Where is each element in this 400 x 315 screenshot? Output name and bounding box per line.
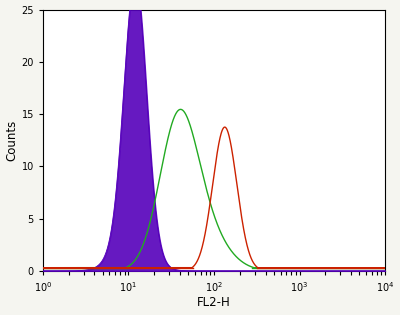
- X-axis label: FL2-H: FL2-H: [197, 296, 231, 309]
- Y-axis label: Counts: Counts: [6, 120, 18, 161]
